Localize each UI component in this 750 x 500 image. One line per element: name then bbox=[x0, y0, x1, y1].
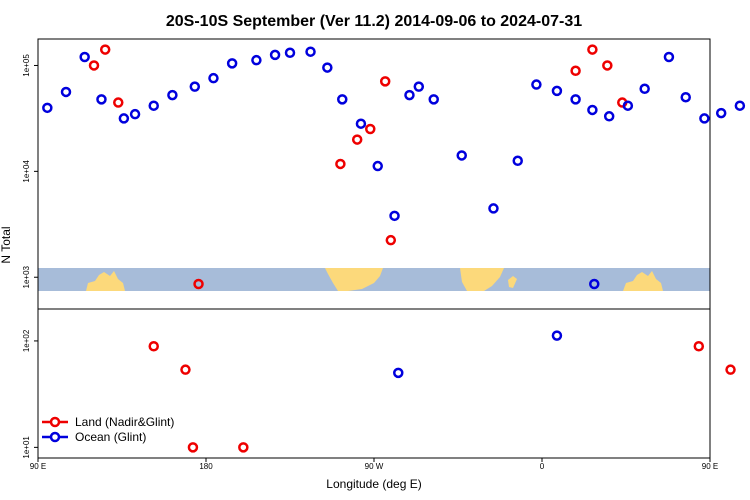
ocean-point-upper bbox=[226, 58, 238, 69]
y-tick-label: 1e+01 bbox=[22, 436, 31, 459]
ocean-point-upper bbox=[42, 102, 53, 114]
y-axis-lower: 1e+02 1e+01 bbox=[22, 329, 38, 459]
land-south-america bbox=[325, 268, 383, 291]
land-australia-repeat bbox=[623, 271, 663, 291]
ocean-point-upper bbox=[531, 79, 542, 90]
ocean-point-upper bbox=[456, 150, 467, 161]
chart-title: 20S-10S September (Ver 11.2) 2014-09-06 … bbox=[166, 13, 582, 30]
ocean-point-upper bbox=[189, 81, 201, 92]
x-tick-label: 90 E bbox=[30, 462, 46, 471]
ocean-point-upper bbox=[79, 51, 90, 63]
ocean-point-upper bbox=[488, 203, 499, 214]
ocean-point-upper bbox=[680, 91, 691, 103]
ocean-point-upper bbox=[404, 89, 415, 101]
ocean-point-upper bbox=[148, 100, 159, 111]
ocean-point-upper bbox=[129, 108, 141, 120]
ocean-point-upper bbox=[96, 94, 107, 105]
ocean-point-upper bbox=[551, 85, 563, 97]
land-point-upper bbox=[99, 44, 111, 55]
land-madagascar bbox=[508, 276, 517, 288]
ocean-point-upper bbox=[355, 118, 367, 129]
ocean-point-upper bbox=[269, 49, 281, 61]
y-tick-label: 1e+02 bbox=[22, 329, 31, 352]
legend-item-ocean: Ocean (Glint) bbox=[42, 430, 146, 444]
ocean-point-upper bbox=[663, 51, 675, 63]
ocean-point-upper bbox=[118, 113, 130, 124]
x-tick-label: 90 W bbox=[365, 462, 384, 471]
land-point-lower bbox=[725, 364, 736, 375]
land-point-upper bbox=[113, 97, 124, 108]
ocean-point-lower bbox=[551, 330, 563, 341]
x-axis-label: Longitude (deg E) bbox=[326, 477, 421, 491]
ocean-point-upper bbox=[587, 104, 598, 116]
land-australia bbox=[86, 271, 125, 291]
ocean-point-upper bbox=[428, 94, 439, 105]
land-point-upper bbox=[587, 44, 598, 55]
x-tick-label: 90 E bbox=[702, 462, 718, 471]
ocean-point-upper bbox=[208, 72, 219, 84]
data-points bbox=[42, 44, 746, 453]
ocean-point-upper bbox=[512, 155, 523, 167]
y-axis-label: N Total bbox=[0, 226, 13, 263]
land-point-lower bbox=[238, 442, 249, 453]
land-point-lower bbox=[180, 364, 191, 375]
ocean-point-upper bbox=[167, 89, 178, 101]
ocean-point-upper bbox=[699, 113, 710, 124]
ocean-point-lower bbox=[393, 367, 404, 379]
ocean-point-upper bbox=[251, 54, 262, 66]
land-point-strip bbox=[193, 278, 204, 290]
map-strip bbox=[38, 268, 710, 291]
land-point-upper bbox=[335, 158, 346, 170]
land-point-lower bbox=[148, 341, 159, 352]
ocean-point-upper bbox=[413, 81, 425, 92]
ocean-point-upper bbox=[284, 47, 296, 59]
land-africa bbox=[460, 268, 504, 291]
ocean-point-upper bbox=[322, 62, 333, 73]
ocean-point-upper bbox=[734, 100, 746, 111]
legend-item-land: Land (Nadir&Glint) bbox=[42, 415, 174, 429]
y-tick-label: 1e+03 bbox=[22, 265, 31, 288]
ocean-point-upper bbox=[639, 83, 650, 95]
map-strip-land bbox=[86, 268, 663, 291]
ocean-point-upper bbox=[389, 210, 400, 222]
ocean-point-upper bbox=[305, 46, 316, 57]
ocean-point-upper bbox=[337, 94, 348, 105]
ocean-point-upper bbox=[60, 86, 72, 98]
land-point-upper bbox=[365, 123, 376, 135]
land-point-upper bbox=[351, 134, 363, 145]
legend-marker-ocean bbox=[49, 431, 61, 443]
legend-marker-land bbox=[49, 416, 61, 428]
ocean-point-upper bbox=[570, 94, 581, 105]
legend-label-ocean: Ocean (Glint) bbox=[75, 430, 146, 444]
ocean-point-upper bbox=[603, 111, 615, 122]
land-point-upper bbox=[602, 60, 613, 71]
y-axis-upper: 1e+05 1e+04 1e+03 bbox=[22, 54, 38, 288]
land-point-lower bbox=[693, 341, 705, 352]
land-point-upper bbox=[88, 60, 100, 71]
x-tick-label: 0 bbox=[540, 462, 545, 471]
ocean-point-upper bbox=[715, 107, 727, 119]
ocean-point-upper bbox=[622, 100, 634, 111]
x-axis: 90 E 180 90 W 0 90 E bbox=[30, 458, 718, 471]
land-point-upper bbox=[385, 234, 397, 246]
legend-label-land: Land (Nadir&Glint) bbox=[75, 415, 174, 429]
legend: Land (Nadir&Glint) Ocean (Glint) bbox=[42, 415, 174, 444]
ocean-point-strip bbox=[589, 278, 600, 290]
ocean-point-upper bbox=[372, 160, 383, 172]
y-tick-label: 1e+05 bbox=[22, 54, 31, 77]
x-tick-label: 180 bbox=[199, 462, 213, 471]
land-point-upper bbox=[570, 65, 581, 77]
land-point-lower bbox=[187, 442, 199, 453]
y-tick-label: 1e+04 bbox=[22, 160, 31, 183]
land-point-upper bbox=[379, 76, 391, 87]
